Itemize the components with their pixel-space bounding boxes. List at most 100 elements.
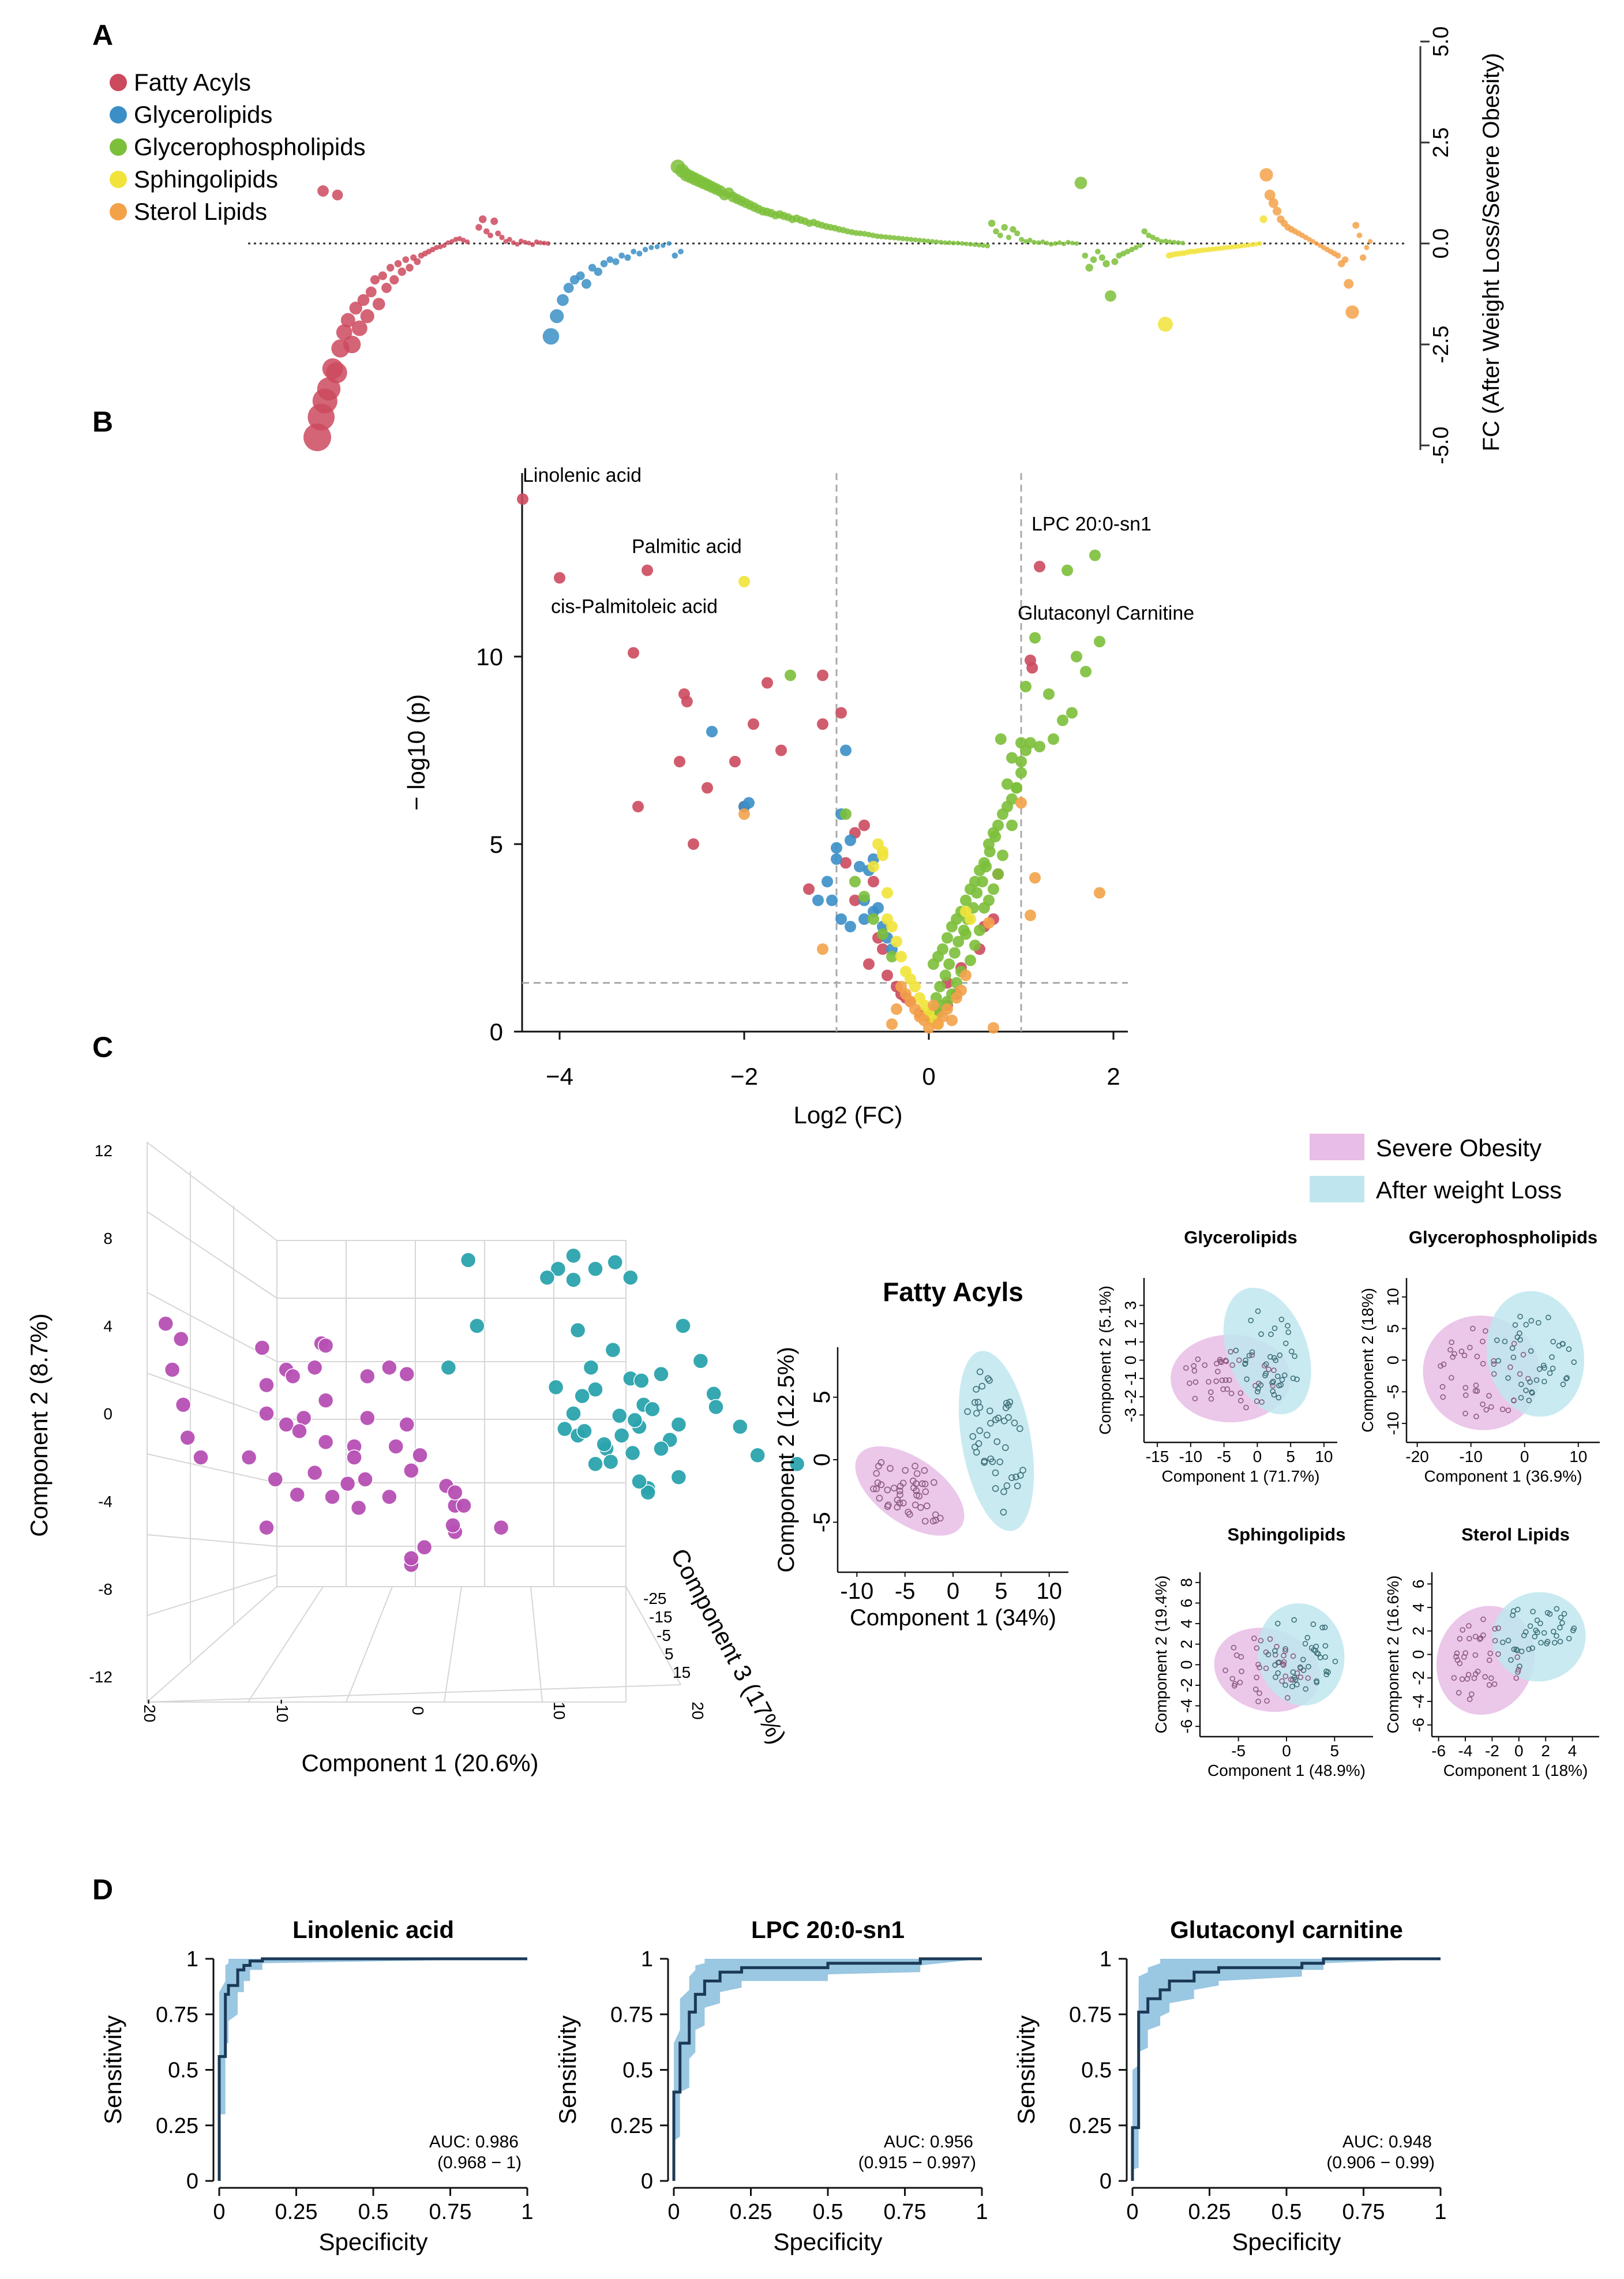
point-sterol-lipids (1367, 239, 1373, 244)
y-tick-label: -10 (1384, 1412, 1402, 1435)
point-after-weight-loss (1528, 1348, 1534, 1354)
y-tick-label: -4 (98, 1493, 112, 1510)
point-fatty-acyls (495, 230, 501, 237)
point-after-weight-loss (1244, 1376, 1250, 1382)
point-after-weight-loss (1547, 1370, 1553, 1376)
point-severe-obesity (1449, 1375, 1454, 1381)
point-after-weight-loss (1272, 1648, 1278, 1654)
point-after-weight-loss (986, 1377, 993, 1384)
point-fatty-acyls (453, 237, 459, 242)
point-severe-obesity (357, 1471, 373, 1487)
point-after-weight-loss (1332, 1658, 1338, 1665)
point-after-weight-loss (1564, 1375, 1570, 1381)
point-sterol-lipids (1345, 305, 1359, 319)
point-after-weight-loss (1292, 1674, 1297, 1681)
point-after-weight-loss (964, 1408, 971, 1415)
y-tick-label: 0 (186, 2169, 198, 2194)
point-glycerolipids (822, 876, 833, 887)
point-fatty-acyls (817, 718, 828, 730)
point-after-weight-loss (1290, 1669, 1296, 1675)
point-severe-obesity (1220, 1386, 1226, 1392)
point-fatty-acyls (487, 233, 493, 238)
point-glycerophospholipids (858, 891, 870, 902)
point-after-weight-loss (1282, 1372, 1288, 1378)
x-tick-label: 1 (1434, 2200, 1446, 2224)
point-severe-obesity (902, 1467, 909, 1474)
point-after-weight-loss (1011, 1419, 1018, 1427)
point-severe-obesity (1195, 1356, 1201, 1362)
point-after-weight-loss (1533, 1628, 1539, 1633)
point-glycerophospholipids (853, 230, 860, 236)
point-after-weight-loss (708, 1399, 724, 1415)
z-tick-label: 5 (665, 1645, 674, 1663)
point-after-weight-loss (987, 1407, 993, 1415)
point-after-weight-loss (1002, 1444, 1009, 1451)
point-severe-obesity (295, 1410, 312, 1426)
panel-a-y-axis-label: FC (After Weight Loss/Severe Obesity) (1479, 53, 1504, 452)
point-after-weight-loss (1558, 1614, 1564, 1621)
point-after-weight-loss (1530, 1609, 1536, 1614)
point-after-weight-loss (1500, 1639, 1506, 1645)
point-severe-obesity (1467, 1344, 1473, 1351)
point-severe-obesity (1467, 1696, 1473, 1702)
point-glycerophospholipids (1080, 666, 1092, 677)
x-axis-label: Specificity (773, 2228, 882, 2255)
point-after-weight-loss (565, 1247, 582, 1264)
point-severe-obesity (884, 1486, 891, 1494)
point-fatty-acyls (877, 943, 888, 955)
point-severe-obesity (1483, 1328, 1488, 1334)
point-after-weight-loss (1276, 1659, 1282, 1665)
point-severe-obesity (339, 1475, 356, 1492)
point-after-weight-loss (1559, 1620, 1565, 1626)
point-severe-obesity (1480, 1616, 1486, 1622)
point-after-weight-loss (1290, 1375, 1296, 1381)
point-fatty-acyls (483, 228, 490, 235)
x-tick-label: -5 (1231, 1742, 1246, 1760)
point-severe-obesity (1458, 1348, 1465, 1354)
point-fatty-acyls (1026, 662, 1038, 674)
y-tick-label: 4 (1177, 1619, 1195, 1628)
y-tick-label: 0 (641, 2169, 653, 2194)
point-glycerolipids (678, 249, 684, 254)
legend-label-fatty-acyls: Fatty Acyls (134, 69, 251, 96)
point-after-weight-loss (1289, 1684, 1295, 1689)
legend-label-after-weight-loss: After weight Loss (1376, 1176, 1562, 1204)
point-severe-obesity (1279, 1678, 1285, 1684)
point-after-weight-loss (1294, 1376, 1300, 1382)
point-fatty-acyls (748, 718, 759, 730)
tick-label: -2.5 (1429, 325, 1453, 363)
point-after-weight-loss (1006, 1399, 1014, 1405)
point-severe-obesity (870, 1485, 877, 1493)
point-after-weight-loss (1000, 1509, 1007, 1516)
point-glycerolipids (835, 913, 847, 925)
pca-title: Glycerolipids (1184, 1227, 1297, 1247)
point-severe-obesity (193, 1449, 209, 1465)
point-sterol-lipids (891, 1003, 902, 1015)
point-after-weight-loss (976, 1427, 983, 1434)
y-tick-label: 0 (809, 1453, 835, 1466)
point-severe-obesity (1262, 1363, 1267, 1369)
x-tick-label: 0.25 (1188, 2200, 1231, 2224)
point-after-weight-loss (1514, 1606, 1521, 1613)
point-severe-obesity (1474, 1354, 1480, 1359)
y-tick-label: 8 (103, 1230, 112, 1247)
point-after-weight-loss (1274, 1373, 1281, 1380)
point-glycerolipids (872, 902, 884, 914)
point-severe-obesity (1473, 1414, 1479, 1419)
auc-label: AUC: 0.956 (884, 2132, 973, 2151)
panel-b-y-axis-label: − log10 (p) (403, 694, 430, 811)
point-after-weight-loss (1512, 1322, 1518, 1328)
point-severe-obesity (267, 1471, 283, 1487)
point-glycerophospholipids (951, 241, 956, 246)
point-glycerophospholipids (976, 242, 982, 248)
point-severe-obesity (1183, 1365, 1189, 1371)
point-severe-obesity (1215, 1369, 1221, 1374)
y-tick-label: 10 (476, 643, 503, 670)
point-sterol-lipids (983, 917, 995, 929)
point-glycerophospholipids (1154, 237, 1160, 242)
point-severe-obesity (897, 1483, 904, 1490)
x-tick-label: -5 (895, 1579, 916, 1604)
point-severe-obesity (1491, 1361, 1497, 1367)
point-sterol-lipids (1268, 198, 1278, 208)
panel-label-c: C (92, 1031, 113, 1063)
